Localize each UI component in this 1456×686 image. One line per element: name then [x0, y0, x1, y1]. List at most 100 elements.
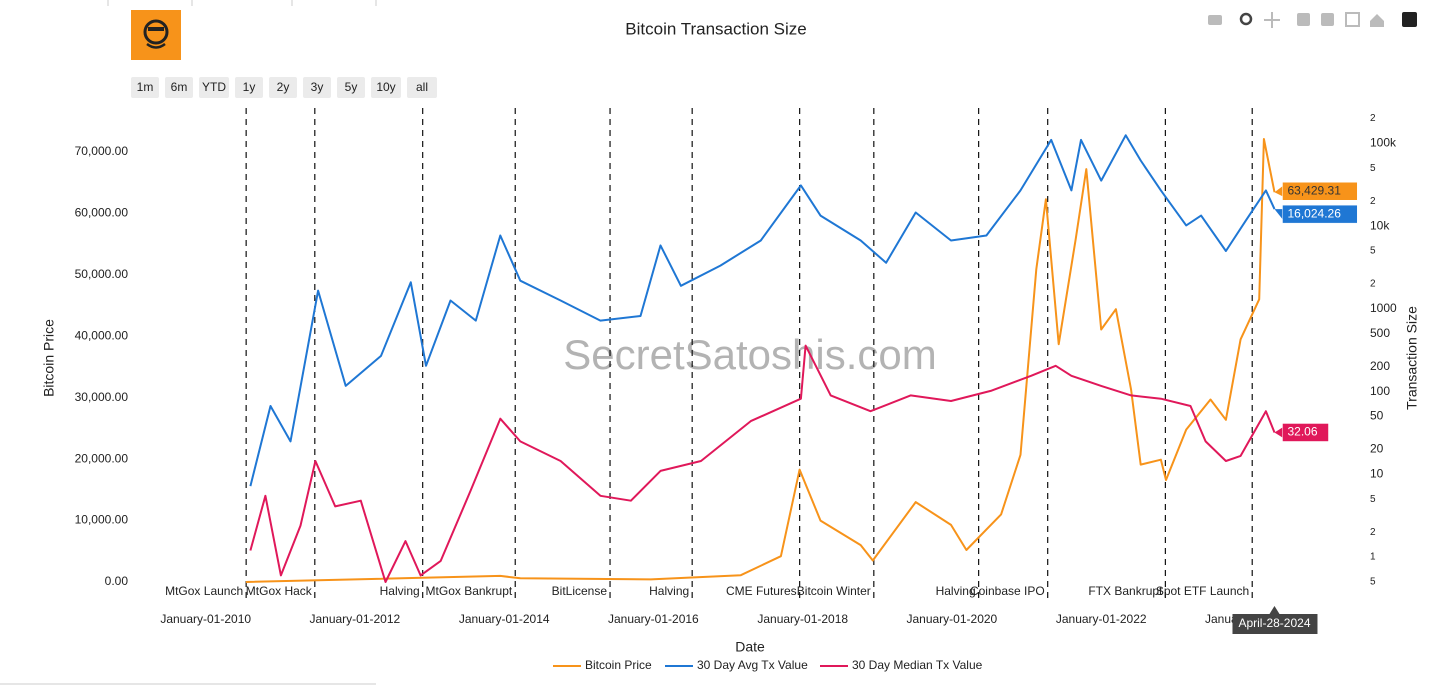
- zoom-out-icon[interactable]: [1321, 13, 1334, 26]
- range-button-bg[interactable]: [199, 77, 229, 98]
- event-label: Bitcoin Winter: [797, 584, 871, 598]
- y2-tick-label: 200: [1370, 359, 1390, 373]
- y2-tick-label: 1000: [1370, 301, 1397, 315]
- range-button-label[interactable]: 6m: [171, 80, 188, 94]
- range-button-label[interactable]: all: [416, 80, 428, 94]
- range-button-label[interactable]: 5y: [345, 80, 358, 94]
- range-button[interactable]: all: [407, 77, 437, 98]
- hover-x-pointer: [1269, 606, 1280, 614]
- range-button-bg[interactable]: [235, 77, 263, 98]
- legend-label: 30 Day Median Tx Value: [852, 658, 983, 672]
- y-tick-label: 60,000.00: [75, 205, 129, 219]
- range-button-label[interactable]: 1y: [243, 80, 256, 94]
- range-button-bg[interactable]: [269, 77, 297, 98]
- event-label: FTX Bankrupt: [1088, 584, 1163, 598]
- range-button-bg[interactable]: [303, 77, 331, 98]
- y2-tick-label: 5: [1370, 163, 1376, 174]
- series-line: [249, 134, 1276, 487]
- range-button-label[interactable]: 3y: [311, 80, 324, 94]
- autoscale-icon[interactable]: [1345, 12, 1360, 27]
- hover-box: [1282, 181, 1358, 201]
- y-tick-label: 20,000.00: [75, 451, 129, 465]
- zoom-in-icon[interactable]: [1297, 13, 1310, 26]
- event-label: MtGox Launch: [165, 584, 243, 598]
- camera-icon[interactable]: [1208, 15, 1222, 25]
- event-label: CME Futures: [726, 584, 797, 598]
- y2-tick-label: 10k: [1370, 218, 1390, 232]
- hover-box: [1282, 204, 1358, 224]
- range-button[interactable]: 1y: [235, 77, 263, 98]
- y2-tick-label: 2: [1370, 196, 1376, 207]
- x-tick-label: January-01-2014: [459, 612, 550, 626]
- event-label: Coinbase IPO: [970, 584, 1045, 598]
- range-button-bg[interactable]: [337, 77, 365, 98]
- modebar: [1208, 12, 1417, 28]
- event-label: MtGox Bankrupt: [426, 584, 513, 598]
- reset-icon[interactable]: [1370, 14, 1384, 27]
- event-label: Halving: [380, 584, 420, 598]
- legend-item[interactable]: Bitcoin Price: [553, 658, 652, 672]
- x-tick-label: January-01-2020: [906, 612, 997, 626]
- y2-tick-label: 20: [1370, 442, 1384, 456]
- pan-icon[interactable]: [1264, 12, 1280, 28]
- y2-tick-label: 2: [1370, 527, 1376, 538]
- series-line: [245, 138, 1276, 583]
- range-button[interactable]: 1m: [131, 77, 159, 98]
- range-button-bg[interactable]: [407, 77, 437, 98]
- range-button[interactable]: YTD: [199, 77, 229, 98]
- y-axis-title: Bitcoin Price: [41, 319, 57, 397]
- event-label: MtGox Hack: [246, 584, 313, 598]
- x-axis-title: Date: [735, 639, 765, 655]
- hover-pointer: [1274, 427, 1283, 438]
- legend-item[interactable]: 30 Day Median Tx Value: [820, 658, 983, 672]
- hover-label: 16,024.26: [1287, 206, 1341, 220]
- x-tick-label: January-01-2016: [608, 612, 699, 626]
- hover-pointer: [1274, 186, 1283, 197]
- range-button[interactable]: 6m: [165, 77, 193, 98]
- y2-tick-label: 100k: [1370, 136, 1397, 150]
- range-button-bg[interactable]: [371, 77, 401, 98]
- series-line: [249, 344, 1276, 583]
- range-button[interactable]: 2y: [269, 77, 297, 98]
- y2-tick-label: 5: [1370, 246, 1376, 257]
- range-button-label[interactable]: 10y: [376, 80, 395, 94]
- y-tick-label: 30,000.00: [75, 390, 129, 404]
- range-button-label[interactable]: 2y: [277, 80, 290, 94]
- range-button[interactable]: 5y: [337, 77, 365, 98]
- range-button-label[interactable]: YTD: [202, 80, 226, 94]
- hover-label: 32.06: [1287, 425, 1317, 439]
- y2-tick-label: 10: [1370, 467, 1384, 481]
- x-tick-label: January-01-2018: [757, 612, 848, 626]
- y-tick-label: 40,000.00: [75, 328, 129, 342]
- zoom-icon[interactable]: [1239, 12, 1253, 26]
- event-label: Spot ETF Launch: [1156, 584, 1249, 598]
- event-label: Halving: [649, 584, 689, 598]
- y2-tick-label: 2: [1370, 113, 1376, 124]
- watermark: SecretSatoshis.com: [563, 331, 937, 378]
- legend-label: 30 Day Avg Tx Value: [697, 658, 808, 672]
- chart-title: Bitcoin Transaction Size: [625, 19, 806, 38]
- browser-tabs: [0, 0, 377, 685]
- hover-label: 63,429.31: [1287, 183, 1341, 197]
- y-tick-label: 0.00: [105, 574, 129, 588]
- hover-pointer: [1274, 209, 1283, 220]
- y2-tick-label: 1: [1370, 552, 1376, 563]
- hover-x-label: April-28-2024: [1238, 616, 1310, 630]
- range-button-bg[interactable]: [131, 77, 159, 98]
- plotly-logo[interactable]: [1402, 12, 1417, 27]
- range-button[interactable]: 3y: [303, 77, 331, 98]
- legend-label: Bitcoin Price: [585, 658, 652, 672]
- y-tick-label: 70,000.00: [75, 144, 129, 158]
- legend-item[interactable]: 30 Day Avg Tx Value: [665, 658, 808, 672]
- event-label: BitLicense: [552, 584, 608, 598]
- x-tick-label: January-01-2012: [309, 612, 400, 626]
- range-button-bg[interactable]: [165, 77, 193, 98]
- range-button-label[interactable]: 1m: [137, 80, 154, 94]
- range-button[interactable]: 10y: [371, 77, 401, 98]
- y2-axis-title: Transaction Size: [1404, 306, 1420, 410]
- x-tick-label: January-01-2022: [1056, 612, 1147, 626]
- hover-box: [1282, 423, 1329, 442]
- y2-tick-label: 50: [1370, 409, 1384, 423]
